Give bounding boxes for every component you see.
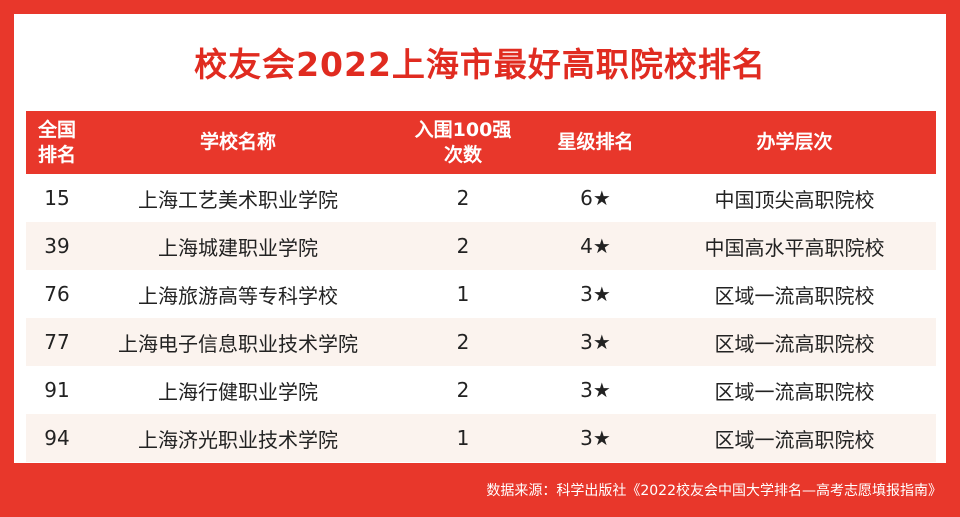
times-cell: 2 <box>456 234 470 258</box>
star-cell: 6★ <box>580 186 611 210</box>
table-row: 94 上海济光职业技术学院 1 3★ 区域一流高职院校 <box>26 414 936 462</box>
rank-cell: 77 <box>44 330 70 354</box>
star-cell: 3★ <box>580 378 611 402</box>
level-cell: 区域一流高职院校 <box>714 379 875 404</box>
school-name-cell: 上海电子信息职业技术学院 <box>118 331 358 356</box>
school-name-cell: 上海城建职业学院 <box>158 235 318 260</box>
rank-cell: 39 <box>44 234 70 258</box>
times-cell: 1 <box>456 426 470 450</box>
header-national-rank: 全国 排名 <box>37 118 76 166</box>
school-name-cell: 上海旅游高等专科学校 <box>138 283 338 308</box>
rank-cell: 91 <box>44 378 70 402</box>
times-cell: 2 <box>456 186 470 210</box>
data-source-note: 数据来源：科学出版社《2022校友会中国大学排名—高考志愿填报指南》 <box>486 483 942 499</box>
header-star-rank: 星级排名 <box>557 131 634 153</box>
header-school-name: 学校名称 <box>199 131 276 153</box>
times-cell: 2 <box>456 330 470 354</box>
table-header: 全国 排名 学校名称 入围100强 次数 星级排名 办学层次 <box>26 111 936 174</box>
header-top100-times: 入围100强 次数 <box>414 118 512 166</box>
level-cell: 区域一流高职院校 <box>714 331 875 356</box>
ranking-card: 校友会2022上海市最好高职院校排名 全国 排名 学校名称 入围100强 次数 … <box>14 14 946 463</box>
times-cell: 2 <box>456 378 470 402</box>
rank-cell: 15 <box>44 186 70 210</box>
school-name-cell: 上海工艺美术职业学院 <box>138 187 338 212</box>
star-cell: 3★ <box>580 330 611 354</box>
table-row: 91 上海行健职业学院 2 3★ 区域一流高职院校 <box>26 366 936 414</box>
school-name-cell: 上海行健职业学院 <box>158 379 318 404</box>
level-cell: 中国高水平高职院校 <box>704 235 885 260</box>
star-cell: 4★ <box>580 234 611 258</box>
table-row: 39 上海城建职业学院 2 4★ 中国高水平高职院校 <box>26 222 936 270</box>
page-title: 校友会2022上海市最好高职院校排名 <box>194 45 766 84</box>
rank-cell: 76 <box>44 282 70 306</box>
ranking-table: 全国 排名 学校名称 入围100强 次数 星级排名 办学层次 15 上海工艺美术… <box>26 111 936 462</box>
table-row: 77 上海电子信息职业技术学院 2 3★ 区域一流高职院校 <box>26 318 936 366</box>
header-school-level: 办学层次 <box>756 131 833 153</box>
table-row: 15 上海工艺美术职业学院 2 6★ 中国顶尖高职院校 <box>26 174 936 222</box>
level-cell: 区域一流高职院校 <box>714 283 875 308</box>
times-cell: 1 <box>456 282 470 306</box>
rank-cell: 94 <box>44 426 70 450</box>
star-cell: 3★ <box>580 426 611 450</box>
star-cell: 3★ <box>580 282 611 306</box>
school-name-cell: 上海济光职业技术学院 <box>138 427 338 452</box>
table-row: 76 上海旅游高等专科学校 1 3★ 区域一流高职院校 <box>26 270 936 318</box>
level-cell: 中国顶尖高职院校 <box>714 187 875 212</box>
level-cell: 区域一流高职院校 <box>714 427 875 452</box>
